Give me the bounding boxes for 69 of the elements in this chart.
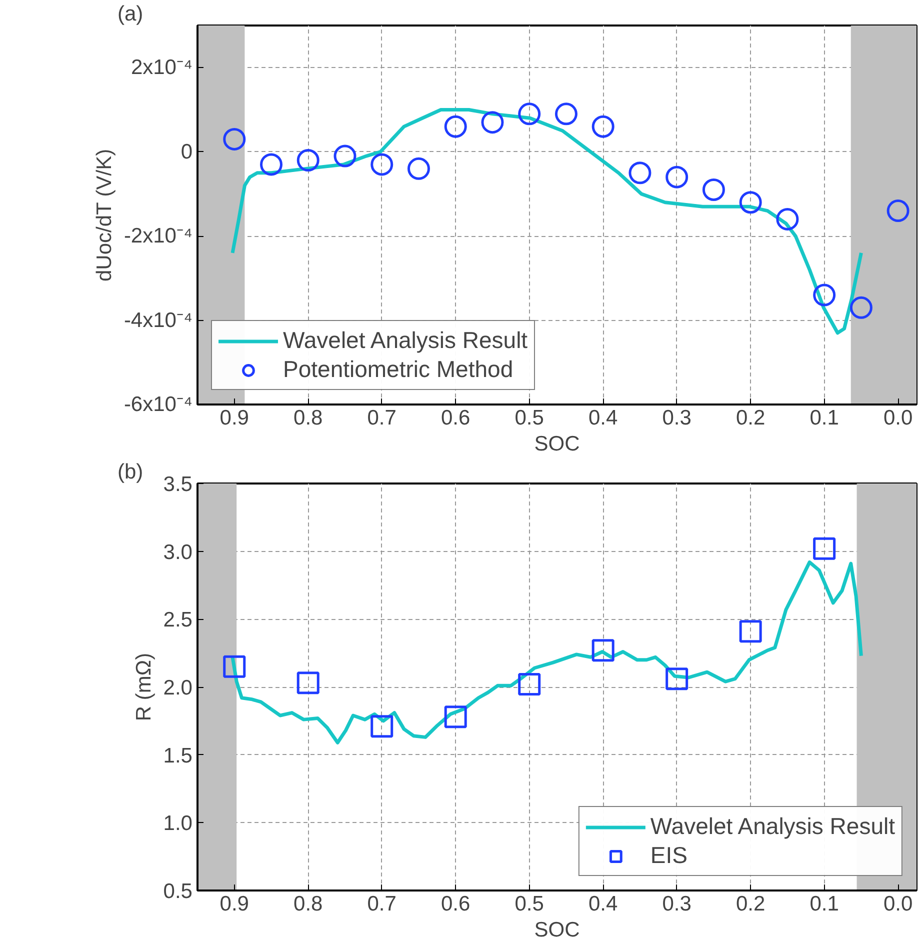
- x-tick-label: 0.0: [883, 406, 913, 430]
- point: [554, 102, 578, 126]
- point: [666, 166, 688, 188]
- point: [886, 200, 910, 222]
- x-tick-label: 0.7: [367, 406, 396, 430]
- point: [223, 128, 246, 150]
- x-tick-label: 0.8: [294, 892, 323, 916]
- x-tick-label: 0.4: [588, 892, 618, 916]
- point: [334, 144, 356, 168]
- x-tick-label: 0.7: [367, 892, 396, 916]
- point: [702, 178, 725, 201]
- chart-title: (b): [118, 460, 144, 484]
- point: [592, 639, 614, 662]
- y-tick-label: 2.5: [163, 608, 193, 632]
- y-tick-label: -6x10⁻⁴: [124, 393, 193, 416]
- y-axis-title: dUoc/dT (V/K): [92, 148, 116, 282]
- legend-label: EIS: [650, 842, 688, 869]
- x-tick-label: 0.6: [441, 892, 470, 916]
- x-tick-label: 0.5: [514, 406, 544, 430]
- y-tick-label: 2x10⁻⁴: [130, 56, 192, 80]
- y-tick-label: 2.0: [163, 676, 193, 700]
- y-tick-label: 1.0: [163, 812, 193, 836]
- x-tick-label: 0.8: [294, 406, 323, 430]
- point: [518, 673, 541, 696]
- point: [592, 115, 614, 138]
- x-tick-label: 0.2: [736, 406, 766, 430]
- point: [481, 111, 504, 134]
- y-axis-title: R (mΩ): [132, 652, 156, 722]
- point: [518, 102, 541, 126]
- point: [296, 672, 320, 694]
- x-tick-label: 0.5: [514, 892, 544, 916]
- point: [444, 115, 467, 138]
- x-axis-title: SOC: [534, 918, 580, 942]
- point: [850, 296, 872, 319]
- x-tick-label: 0.0: [883, 892, 913, 916]
- legend-label: Wavelet Analysis Result: [650, 813, 895, 840]
- point: [776, 208, 799, 230]
- point: [666, 668, 688, 690]
- legend-label: Potentiometric Method: [283, 356, 514, 383]
- point: [444, 706, 467, 728]
- point: [628, 162, 652, 184]
- point: [370, 153, 394, 176]
- y-tick-label: 3.0: [163, 540, 193, 564]
- legend-label: Wavelet Analysis Result: [283, 327, 528, 354]
- y-tick-label: 1.5: [163, 744, 193, 768]
- y-tick-label: -2x10⁻⁴: [124, 224, 193, 248]
- point: [260, 153, 282, 176]
- y-tick-label: 0: [180, 140, 193, 164]
- x-tick-label: 0.9: [220, 406, 249, 430]
- x-tick-label: 0.4: [588, 406, 618, 430]
- y-tick-label: -4x10⁻⁴: [124, 308, 193, 332]
- y-tick-label: 3.5: [163, 473, 193, 496]
- x-tick-label: 0.3: [662, 406, 692, 430]
- x-tick-label: 0.6: [441, 406, 470, 430]
- x-tick-label: 0.9: [220, 892, 249, 916]
- x-tick-label: 0.3: [662, 892, 692, 916]
- chart-title: (a): [118, 2, 144, 26]
- x-tick-label: 0.1: [810, 406, 839, 430]
- point: [739, 191, 762, 214]
- point: [370, 715, 394, 738]
- x-tick-label: 0.1: [810, 892, 839, 916]
- point: [296, 149, 320, 172]
- point: [407, 157, 430, 180]
- point: [223, 655, 246, 678]
- x-tick-label: 0.2: [736, 892, 766, 916]
- point: [813, 537, 836, 560]
- point: [739, 620, 762, 643]
- point: [813, 284, 836, 306]
- x-axis-title: SOC: [534, 432, 580, 456]
